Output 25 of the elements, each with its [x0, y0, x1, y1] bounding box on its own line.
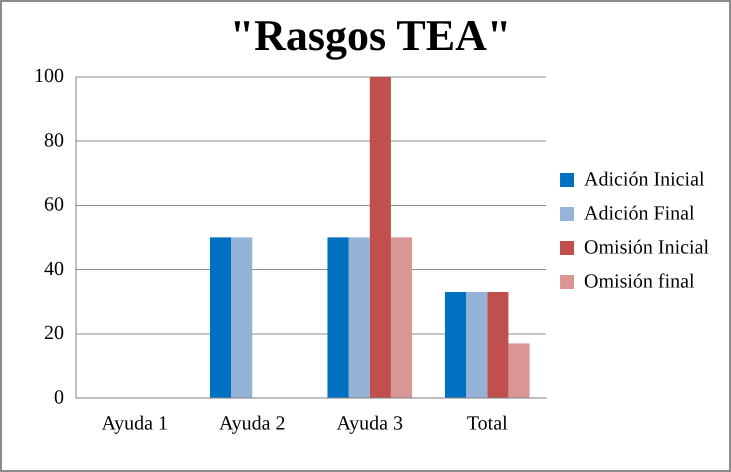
bar	[487, 292, 508, 398]
x-tick-label: Ayuda 2	[219, 412, 286, 434]
legend-label: Omisión final	[584, 270, 696, 292]
x-tick-label: Ayuda 3	[336, 412, 404, 434]
legend-label: Adición Inicial	[584, 168, 705, 190]
bar	[508, 343, 530, 398]
bar	[466, 292, 488, 398]
bar	[390, 237, 412, 398]
y-tick-label: 20	[44, 322, 64, 344]
bar	[210, 237, 232, 398]
y-tick-label: 60	[44, 194, 64, 216]
legend-label: Omisión Inicial	[584, 236, 710, 258]
bar	[444, 292, 466, 398]
bar	[348, 237, 370, 398]
chart-title: "Rasgos TEA"	[230, 10, 512, 60]
bar	[231, 237, 252, 398]
y-tick-label: 100	[34, 65, 64, 88]
y-tick-label: 0	[54, 386, 64, 408]
legend-label: Adición Final	[584, 202, 696, 224]
x-tick-label: Total	[466, 412, 508, 434]
bar	[327, 237, 349, 398]
y-tick-label: 80	[44, 129, 64, 152]
x-tick-label: Ayuda 1	[102, 412, 168, 434]
y-tick-label: 40	[44, 258, 64, 280]
bar	[370, 76, 391, 398]
